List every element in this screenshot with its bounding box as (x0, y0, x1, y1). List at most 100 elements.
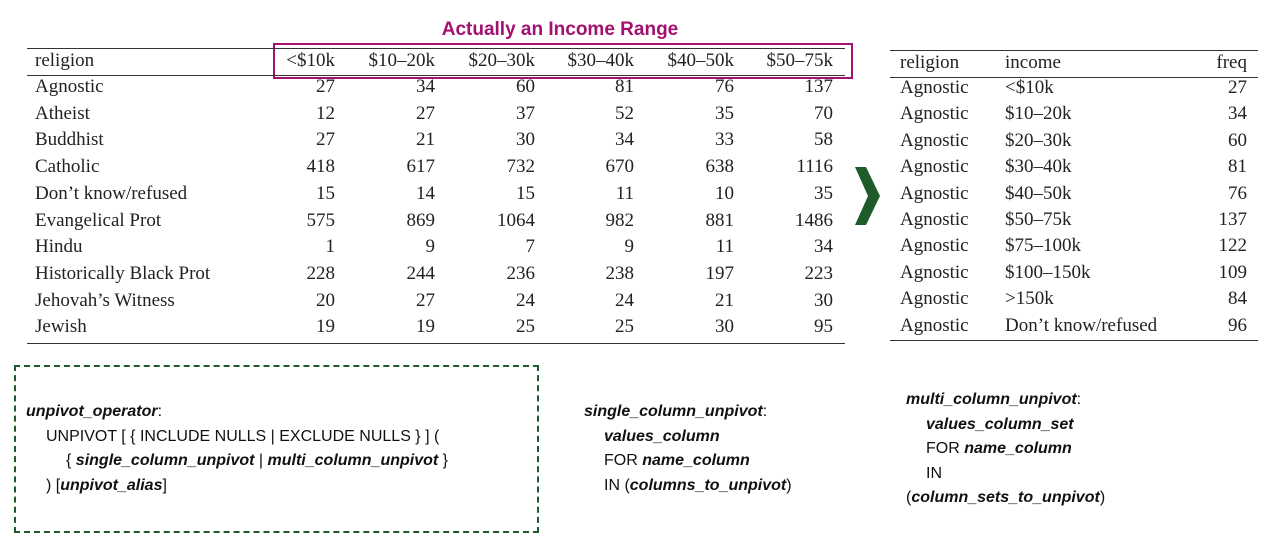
count-cell: 76 (715, 76, 734, 97)
count-cell: 1116 (796, 156, 833, 178)
syntax-term: multi_column_unpivot (906, 391, 1077, 408)
religion-cell: Jehovah’s Witness (35, 289, 175, 311)
column-header: <$10k (286, 50, 335, 71)
income-cell: >150k (1005, 288, 1054, 310)
count-cell: 60 (516, 76, 535, 97)
religion-cell: Agnostic (900, 77, 969, 98)
table-header-rule (890, 77, 1258, 78)
count-cell: 869 (406, 209, 436, 231)
count-cell: 236 (506, 262, 536, 284)
count-cell: 30 (814, 289, 833, 311)
count-cell: 223 (804, 262, 834, 284)
count-cell: 30 (516, 129, 535, 151)
religion-cell: Jewish (35, 316, 87, 338)
syntax-term: columns_to_unpivot (629, 476, 787, 494)
count-cell: 30 (715, 316, 734, 338)
count-cell: 33 (715, 129, 734, 151)
count-cell: 1 (325, 236, 336, 258)
religion-cell: Don’t know/refused (35, 182, 188, 204)
count-cell: 670 (605, 156, 635, 178)
unpivot-operator-box (14, 365, 539, 533)
column-header: $10–20k (368, 50, 436, 71)
count-cell: 21 (715, 289, 734, 311)
count-cell: 35 (715, 102, 734, 124)
income-cell: $10–20k (1005, 103, 1072, 125)
income-cell: $50–75k (1005, 209, 1072, 230)
count-cell: 19 (416, 316, 435, 338)
count-cell: 27 (416, 102, 435, 124)
freq-cell: 109 (1218, 261, 1248, 283)
count-cell: 137 (804, 76, 834, 97)
religion-cell: Agnostic (900, 182, 969, 204)
column-header: $30–40k (567, 50, 635, 71)
count-cell: 34 (615, 129, 634, 151)
count-cell: 1064 (497, 209, 535, 231)
table-top-rule (890, 50, 1258, 51)
income-range-annotation: Actually an Income Range (441, 19, 679, 40)
syntax-text: { (66, 452, 76, 469)
count-cell: 19 (316, 316, 335, 338)
count-cell: 12 (316, 102, 335, 124)
count-cell: 34 (416, 76, 435, 97)
single-column-unpivot-syntax: single_column_unpivot: values_column FOR… (584, 403, 792, 494)
religion-cell: Historically Black Prot (35, 262, 211, 284)
count-cell: 27 (416, 289, 435, 311)
arrow-right-icon (855, 167, 880, 225)
syntax-text: ) (1099, 489, 1106, 506)
religion-cell: Agnostic (900, 103, 969, 125)
count-cell: 81 (615, 76, 634, 97)
count-cell: 228 (306, 262, 336, 284)
freq-cell: 76 (1228, 182, 1247, 204)
count-cell: 95 (814, 316, 833, 338)
religion-cell: Agnostic (900, 235, 969, 257)
income-cell: $20–30k (1005, 129, 1072, 151)
column-header: freq (1216, 52, 1247, 73)
column-header: income (1005, 52, 1061, 73)
religion-cell: Agnostic (900, 314, 969, 336)
column-header: $40–50k (667, 50, 735, 71)
syntax-text: IN (926, 464, 942, 482)
income-cell: $30–40k (1005, 156, 1072, 178)
religion-cell: Hindu (35, 236, 83, 258)
income-cell: $40–50k (1005, 182, 1072, 204)
count-cell: 52 (615, 102, 634, 124)
freq-cell: 34 (1228, 103, 1247, 125)
count-cell: 732 (506, 156, 536, 178)
syntax-text: ) [ (46, 476, 61, 494)
count-cell: 197 (705, 262, 735, 284)
column-header: $20–30k (468, 50, 536, 71)
count-cell: 25 (516, 316, 535, 338)
table-bottom-rule (890, 340, 1258, 341)
freq-cell: 96 (1228, 314, 1247, 336)
syntax-text: ) (786, 476, 792, 494)
income-cell: $100–150k (1005, 261, 1091, 283)
count-cell: 15 (516, 182, 535, 204)
syntax-term: values_column (604, 427, 720, 445)
syntax-text: | (254, 452, 268, 469)
count-cell: 15 (316, 182, 335, 204)
table-header-rule (27, 75, 845, 76)
syntax-text: FOR (926, 440, 965, 457)
syntax-term: single_column_unpivot (584, 403, 763, 420)
count-cell: 25 (615, 316, 634, 338)
count-cell: 27 (316, 76, 335, 97)
count-cell: 27 (316, 129, 335, 151)
syntax-text: } (438, 452, 448, 469)
count-cell: 418 (306, 156, 336, 178)
table-top-rule (27, 48, 845, 49)
syntax-term: name_column (964, 440, 1072, 457)
freq-cell: 122 (1218, 235, 1248, 257)
freq-cell: 84 (1228, 288, 1247, 310)
religion-cell: Agnostic (900, 209, 969, 230)
multi-column-unpivot-syntax: multi_column_unpivot: values_column_set … (906, 391, 1106, 506)
column-header: $50–75k (766, 50, 834, 71)
count-cell: 24 (615, 289, 634, 311)
syntax-term: single_column_unpivot (75, 452, 255, 469)
freq-cell: 137 (1218, 209, 1248, 230)
religion-cell: Buddhist (35, 129, 104, 151)
religion-cell: Catholic (35, 156, 100, 178)
religion-cell: Atheist (35, 102, 90, 124)
count-cell: 1486 (795, 209, 833, 231)
count-cell: 24 (516, 289, 535, 311)
income-columns-highlight-box (273, 43, 853, 79)
